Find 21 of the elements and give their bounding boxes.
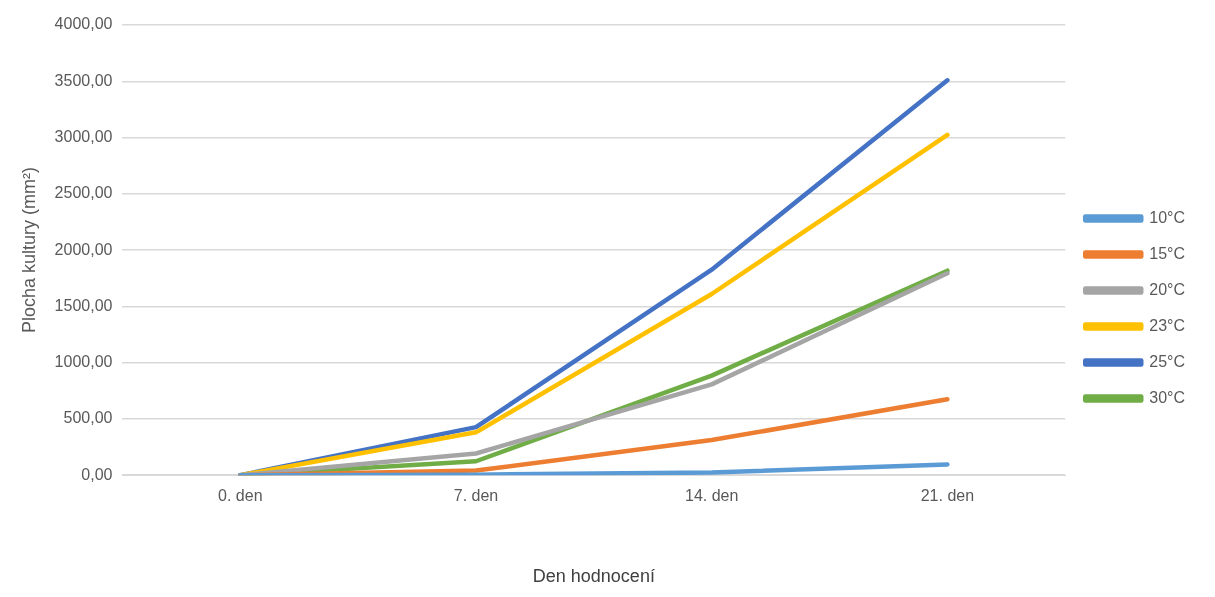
y-tick-label: 2500,00 bbox=[54, 184, 113, 202]
legend-label: 23°C bbox=[1149, 316, 1185, 334]
y-tick-label: 1500,00 bbox=[54, 296, 113, 314]
y-tick-label: 3000,00 bbox=[54, 127, 113, 145]
x-tick-label: 14. den bbox=[685, 487, 739, 505]
y-tick-label: 1000,00 bbox=[54, 353, 113, 371]
legend-label: 25°C bbox=[1149, 352, 1185, 370]
legend-label: 30°C bbox=[1149, 388, 1185, 406]
y-tick-label: 500,00 bbox=[63, 409, 113, 427]
legend-label: 15°C bbox=[1149, 244, 1185, 262]
y-axis-title: Plocha kultury (mm²) bbox=[18, 167, 39, 334]
x-tick-label: 0. den bbox=[218, 487, 263, 505]
x-tick-label: 21. den bbox=[920, 487, 975, 505]
y-tick-label: 0,00 bbox=[81, 465, 113, 483]
legend-label: 20°C bbox=[1149, 280, 1185, 298]
legend-label: 10°C bbox=[1149, 208, 1185, 226]
y-tick-label: 3500,00 bbox=[54, 71, 113, 89]
x-tick-label: 7. den bbox=[453, 487, 499, 505]
x-axis-title: Den hodnocení bbox=[532, 566, 655, 587]
y-tick-label: 4000,00 bbox=[54, 15, 113, 33]
y-tick-label: 2000,00 bbox=[54, 240, 113, 258]
